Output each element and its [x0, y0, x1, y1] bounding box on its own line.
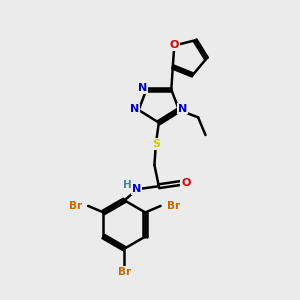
Text: N: N — [130, 104, 140, 114]
Text: N: N — [178, 103, 188, 113]
Text: O: O — [169, 40, 179, 50]
Text: N: N — [138, 83, 147, 93]
Text: Br: Br — [167, 201, 180, 211]
Text: H: H — [123, 180, 132, 190]
Text: O: O — [181, 178, 190, 188]
Text: N: N — [131, 184, 141, 194]
Text: Br: Br — [118, 267, 131, 277]
Text: Br: Br — [69, 201, 82, 211]
Text: S: S — [152, 139, 160, 149]
